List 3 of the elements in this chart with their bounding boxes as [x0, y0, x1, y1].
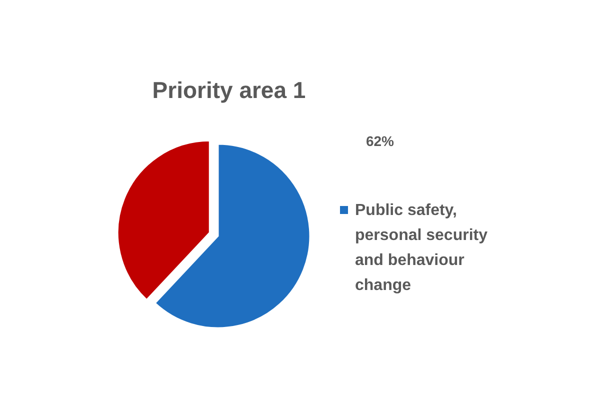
chart-title: Priority area 1: [152, 77, 306, 103]
legend-label: Public safety, personal security and behaviour change: [355, 202, 488, 294]
data-label: 62%: [366, 133, 395, 149]
